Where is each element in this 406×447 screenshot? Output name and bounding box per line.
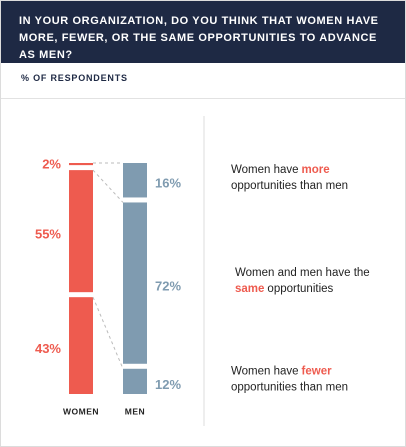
legend-text: Women have fewer bbox=[231, 365, 332, 377]
legend-part: Women have bbox=[231, 365, 299, 377]
x-tick-label: WOMEN bbox=[63, 406, 99, 416]
value-label: 12% bbox=[155, 377, 181, 392]
connector bbox=[92, 296, 124, 369]
value-label: 55% bbox=[35, 227, 61, 242]
bar-segment bbox=[123, 202, 147, 364]
value-label: 43% bbox=[35, 341, 61, 356]
chart-title: IN YOUR ORGANIZATION, DO YOU THINK THAT … bbox=[1, 1, 405, 63]
legend-part: same bbox=[235, 283, 264, 295]
bar-segment bbox=[123, 163, 147, 198]
legend-text: Women and men have the bbox=[235, 267, 370, 279]
legend-text: opportunities than men bbox=[231, 180, 348, 192]
bar-segment bbox=[69, 297, 93, 394]
value-label: 2% bbox=[42, 156, 61, 171]
x-tick-label: MEN bbox=[125, 406, 145, 416]
legend-text: Women have more bbox=[231, 164, 330, 176]
legend-part: Women have bbox=[231, 164, 299, 176]
legend-part: fewer bbox=[302, 365, 333, 377]
legend-text: opportunities than men bbox=[231, 381, 348, 393]
chart-subtitle: % OF RESPONDENTS bbox=[21, 73, 128, 83]
bar-segment bbox=[69, 163, 93, 166]
bar-segment bbox=[69, 170, 93, 293]
legend-part: Women and men have the bbox=[235, 267, 370, 279]
value-label: 16% bbox=[155, 176, 181, 191]
bar-segment bbox=[123, 368, 147, 394]
value-label: 72% bbox=[155, 279, 181, 294]
connector bbox=[92, 169, 124, 203]
legend-part: more bbox=[302, 164, 330, 176]
divider bbox=[1, 98, 405, 99]
legend-part: opportunities than men bbox=[231, 180, 348, 192]
legend-part: opportunities than men bbox=[231, 381, 348, 393]
legend-text: same opportunities bbox=[235, 283, 334, 295]
legend-part: opportunities bbox=[267, 283, 333, 295]
